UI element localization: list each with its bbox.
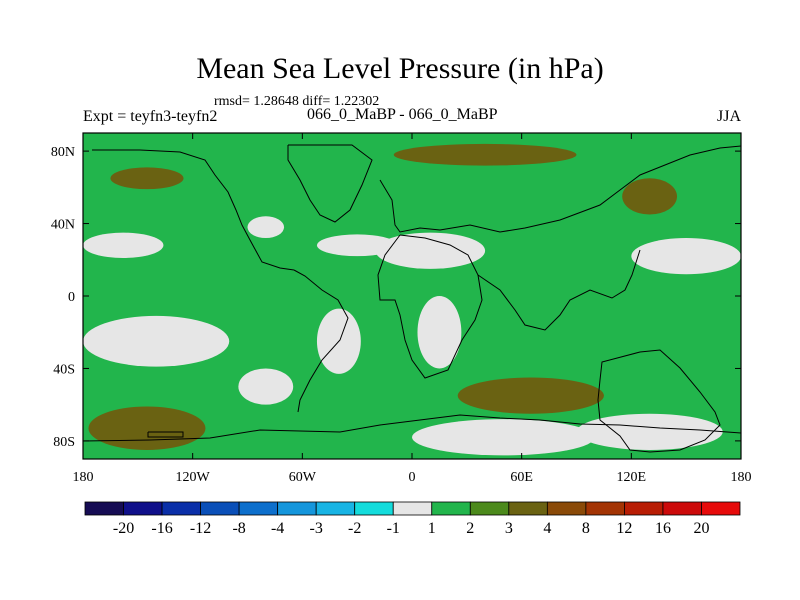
y-tick-label: 40S (53, 362, 75, 377)
colorbar-swatch (161, 501, 201, 516)
colorbar-label: 16 (655, 520, 671, 537)
colorbar-label: 12 (616, 520, 632, 537)
x-tick-label: 60E (510, 470, 533, 485)
colorbar-swatch (701, 501, 741, 516)
coastline-north-america (92, 149, 295, 271)
x-tick-label: 180 (731, 470, 752, 485)
colorbar-swatch (508, 501, 548, 516)
colorbar-swatch (585, 501, 625, 516)
coastline-south-america (293, 269, 349, 413)
colorbar-label: -16 (151, 520, 172, 537)
y-tick-label: 80N (51, 145, 75, 160)
x-tick-label: 0 (409, 470, 416, 485)
map-field-layer (83, 133, 741, 459)
field-region-12 (393, 143, 577, 166)
colorbar-swatch (662, 501, 702, 516)
colorbar-swatch (354, 501, 394, 516)
colorbar-swatch (84, 501, 124, 516)
colorbar-swatch (392, 501, 433, 516)
field-region-6 (417, 296, 462, 369)
coastline-africa (377, 234, 483, 379)
colorbar-swatch (546, 501, 587, 516)
field-region-2 (375, 232, 486, 269)
colorbar-label: -8 (232, 520, 245, 537)
colorbar-label: 4 (543, 520, 551, 537)
colorbar-label: 1 (428, 520, 436, 537)
x-tick-label: 180 (73, 470, 94, 485)
colorbar-label: -2 (348, 520, 361, 537)
field-region-0 (83, 232, 164, 258)
field-region-15 (88, 406, 206, 450)
field-region-5 (83, 315, 230, 367)
y-tick-label: 0 (68, 290, 75, 305)
colorbar-swatch (123, 501, 163, 516)
field-region-7 (238, 368, 294, 405)
field-region-3 (247, 216, 285, 239)
colorbar-label: 2 (466, 520, 474, 537)
x-tick-label: 120W (176, 470, 211, 485)
field-region-13 (622, 178, 678, 215)
colorbar-label: -4 (271, 520, 284, 537)
coastline-south-asia (477, 249, 641, 331)
coastline-australia (597, 349, 721, 453)
y-tick-label: 80S (53, 435, 75, 450)
field-region-9 (412, 419, 595, 456)
coastline-antarctica (83, 414, 741, 442)
colorbar-swatch (624, 501, 664, 516)
season-label: JJA (716, 108, 741, 125)
colorbar-label: -1 (387, 520, 400, 537)
colorbar-swatch (469, 501, 510, 516)
experiment-label: Expt = teyfn3-teyfn2 (83, 108, 218, 125)
x-tick-label: 120E (617, 470, 647, 485)
colorbar-label: 8 (582, 520, 590, 537)
colorbar-swatch (238, 501, 279, 516)
colorbar-swatch (431, 501, 471, 516)
colorbar-label: -12 (190, 520, 211, 537)
chart-title: Mean Sea Level Pressure (in hPa) (196, 52, 604, 85)
colorbar-label: -20 (113, 520, 134, 537)
colorbar-label: 20 (693, 520, 709, 537)
field-region-11 (110, 167, 184, 190)
y-tick-label: 40N (51, 218, 75, 233)
colorbar-swatch (277, 501, 317, 516)
coastline-greenland (287, 144, 373, 223)
field-region-14 (457, 377, 604, 414)
colorbar-swatch (200, 501, 240, 516)
coastline-layer (83, 144, 741, 453)
colorbar-label: -3 (310, 520, 323, 537)
colorbar-label: 3 (505, 520, 513, 537)
field-region-4 (631, 238, 741, 275)
field-region-10 (576, 413, 723, 450)
stats-text: rmsd= 1.28648 diff= 1.22302 (214, 94, 380, 109)
center-label: 066_0_MaBP - 066_0_MaBP (307, 106, 498, 123)
coastline-europe-asia (379, 145, 741, 233)
colorbar-swatch (315, 501, 356, 516)
coastline-ross-inset (147, 431, 184, 438)
x-tick-label: 60W (289, 470, 317, 485)
